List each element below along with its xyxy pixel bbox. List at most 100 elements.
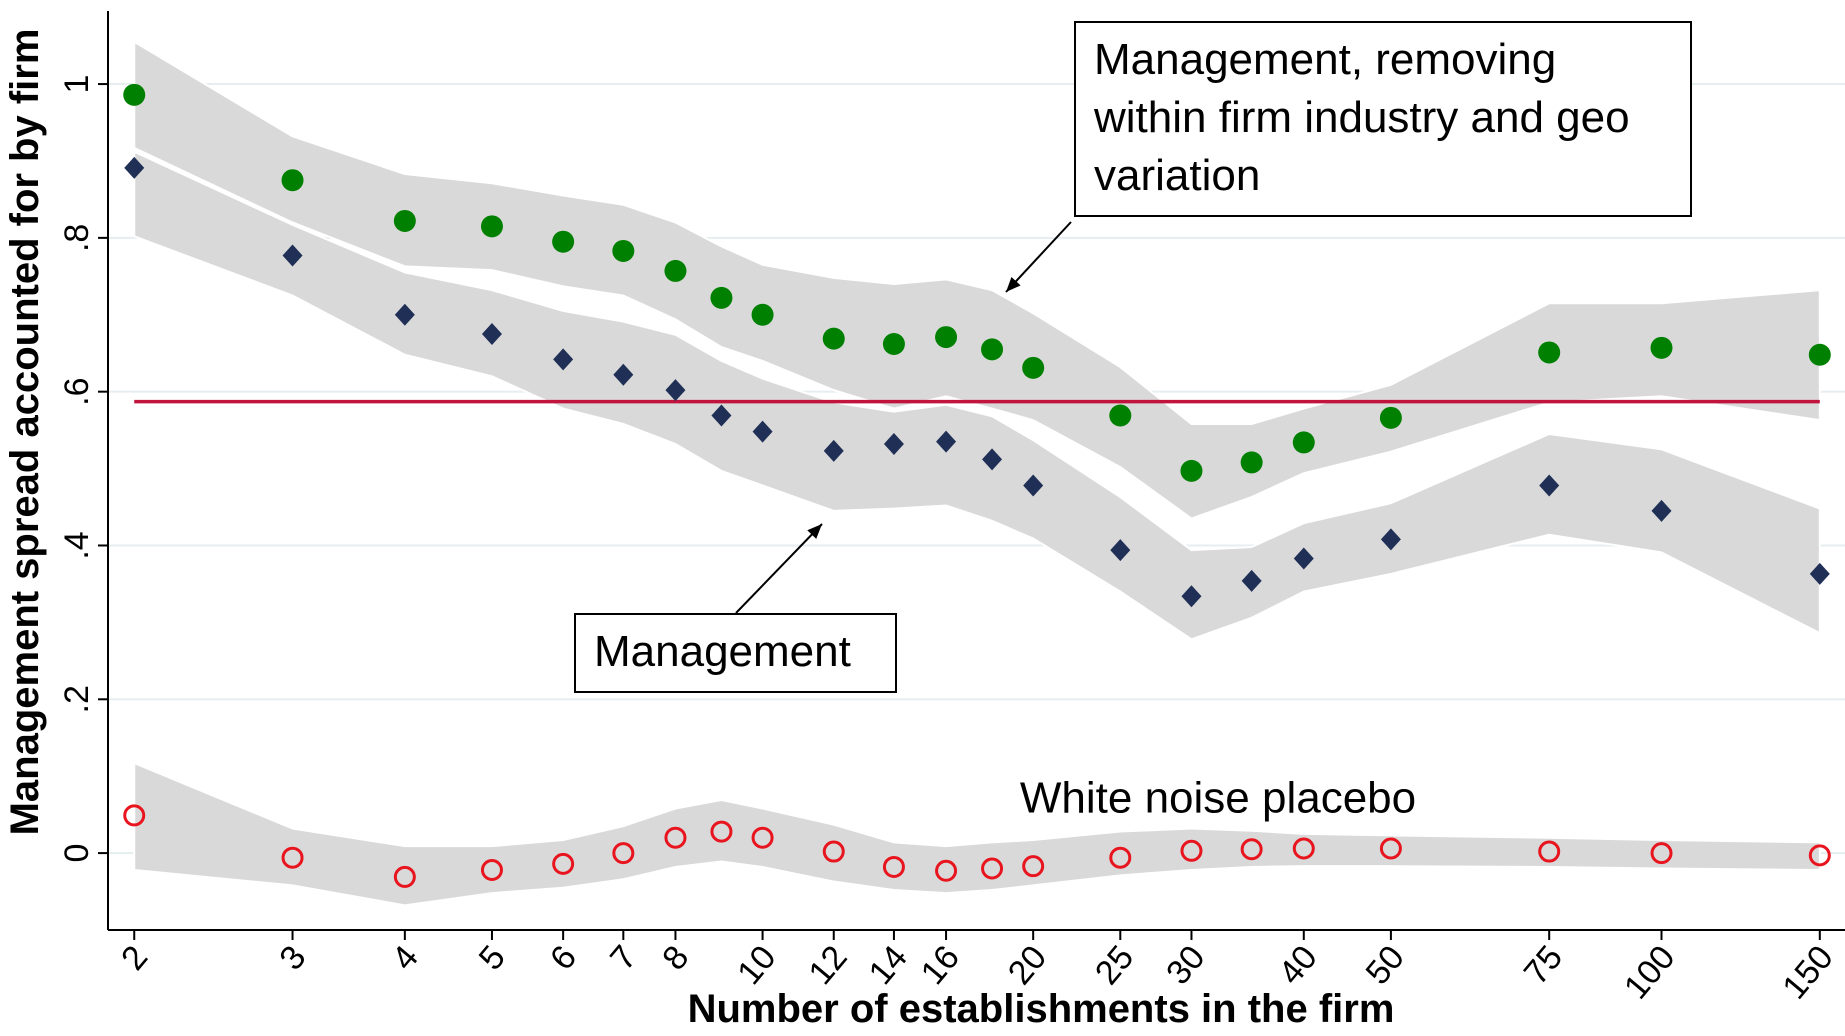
point [883, 432, 904, 455]
point [882, 332, 905, 355]
point [1380, 528, 1401, 551]
point [124, 156, 145, 179]
confidence-band [133, 39, 1821, 520]
annotation-box: Management, removing within firm industr… [1074, 21, 1692, 217]
point [552, 230, 575, 253]
point [1109, 404, 1132, 427]
x-tick-label: 4 [385, 938, 426, 977]
point [1379, 406, 1402, 429]
point [553, 348, 574, 371]
point [1651, 499, 1672, 522]
point [1650, 842, 1673, 865]
point [822, 327, 845, 350]
point [612, 239, 635, 262]
point [1809, 562, 1830, 585]
point [613, 363, 634, 386]
annotation-box-text: Management [574, 613, 897, 693]
point [1022, 855, 1045, 878]
x-tick-label: 6 [543, 938, 584, 977]
y-tick-label: .8 [58, 224, 96, 252]
annotation-arrow [1005, 221, 1072, 293]
point [1240, 451, 1263, 474]
point [123, 804, 146, 827]
point [982, 448, 1003, 471]
point [1180, 459, 1203, 482]
x-tick-label: 30 [1159, 938, 1212, 991]
x-tick-label: 2 [114, 938, 155, 977]
point [1538, 341, 1561, 364]
x-tick-label: 10 [730, 938, 783, 991]
x-tick-label: 5 [472, 938, 513, 977]
point [1110, 539, 1131, 562]
point [1538, 840, 1561, 863]
point [1293, 547, 1314, 570]
point [664, 259, 687, 282]
point [822, 840, 845, 863]
point [282, 244, 303, 267]
point [981, 857, 1004, 880]
point [1023, 474, 1044, 497]
x-tick-label: 14 [862, 938, 915, 991]
point [752, 420, 773, 443]
arrow-head [807, 524, 822, 539]
confidence-band [133, 761, 1821, 907]
point [393, 865, 416, 888]
point [393, 209, 416, 232]
point [1292, 837, 1315, 860]
y-axis-title: Management spread accounted for by firm [3, 29, 47, 836]
point [1539, 474, 1560, 497]
x-tick-label: 12 [801, 938, 854, 991]
point [612, 842, 635, 865]
point [882, 855, 905, 878]
point [1181, 585, 1202, 608]
x-tick-label: 20 [1001, 938, 1054, 991]
point [480, 859, 503, 882]
point [1240, 838, 1263, 861]
point [1180, 839, 1203, 862]
point [936, 430, 957, 453]
point [281, 169, 304, 192]
annotation-arrow [735, 523, 823, 614]
point [481, 322, 502, 345]
point [1241, 569, 1262, 592]
y-tick-label: .2 [58, 685, 96, 713]
point [1022, 356, 1045, 379]
point [710, 820, 733, 843]
x-tick-label: 3 [272, 938, 313, 977]
arrow-head [1006, 276, 1021, 292]
x-tick-label: 25 [1088, 938, 1141, 991]
x-tick-label: 50 [1358, 938, 1411, 991]
point [751, 826, 774, 849]
x-tick-label: 8 [655, 938, 696, 977]
point [552, 852, 575, 875]
x-tick-label: 40 [1271, 938, 1324, 991]
point [711, 404, 732, 427]
x-tick-label: 7 [603, 938, 644, 977]
confidence-band [133, 150, 1821, 641]
point [1109, 846, 1132, 869]
x-tick-label: 16 [914, 938, 967, 991]
x-axis-title: Number of establishments in the firm [688, 987, 1395, 1031]
point [665, 379, 686, 402]
point [281, 846, 304, 869]
point [123, 83, 146, 106]
x-tick-label: 150 [1775, 938, 1841, 1006]
point [751, 303, 774, 326]
point [823, 439, 844, 462]
point [664, 826, 687, 849]
y-tick-label: .4 [58, 531, 96, 559]
point [935, 326, 958, 349]
point [1379, 837, 1402, 860]
point [394, 303, 415, 326]
annotation-box-text: Management, removing within firm industr… [1074, 21, 1692, 217]
point [935, 859, 958, 882]
ann-layer: Management, removing within firm industr… [574, 21, 1692, 823]
point [710, 286, 733, 309]
annotation-text: White noise placebo [1020, 774, 1416, 823]
marks-layer [123, 83, 1831, 888]
point [981, 338, 1004, 361]
point [1808, 844, 1831, 867]
point [1292, 431, 1315, 454]
y-tick-label: .6 [58, 377, 96, 405]
annotation-box: Management [574, 613, 897, 693]
